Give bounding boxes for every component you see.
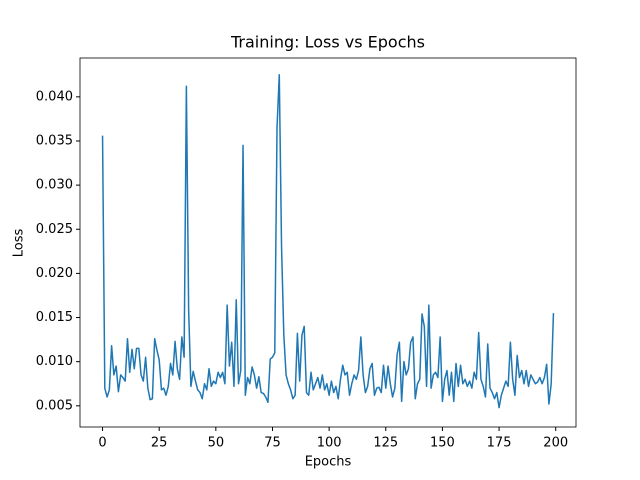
y-tick-label: 0.025 <box>36 222 73 237</box>
x-tick-label: 150 <box>430 436 455 451</box>
x-tick-label: 75 <box>264 436 281 451</box>
x-tick-label: 25 <box>151 436 168 451</box>
y-tick-label: 0.005 <box>36 398 73 413</box>
y-tick-label: 0.030 <box>36 178 73 193</box>
x-tick-label: 125 <box>373 436 398 451</box>
y-tick-label: 0.010 <box>36 354 73 369</box>
x-tick-label: 200 <box>543 436 568 451</box>
x-tick-label: 0 <box>98 436 106 451</box>
x-tick-label: 100 <box>317 436 342 451</box>
x-axis-label: Epochs <box>305 455 352 470</box>
y-tick-label: 0.035 <box>36 133 73 148</box>
x-tick-label: 50 <box>208 436 225 451</box>
y-tick-label: 0.040 <box>36 89 73 104</box>
x-tick-label: 175 <box>487 436 512 451</box>
y-tick-label: 0.015 <box>36 310 73 325</box>
chart-title: Training: Loss vs Epochs <box>230 33 425 52</box>
line <box>101 74 555 409</box>
plot-frame <box>79 57 577 428</box>
y-axis-label: Loss <box>12 229 27 258</box>
y-tick-label: 0.020 <box>36 266 73 281</box>
